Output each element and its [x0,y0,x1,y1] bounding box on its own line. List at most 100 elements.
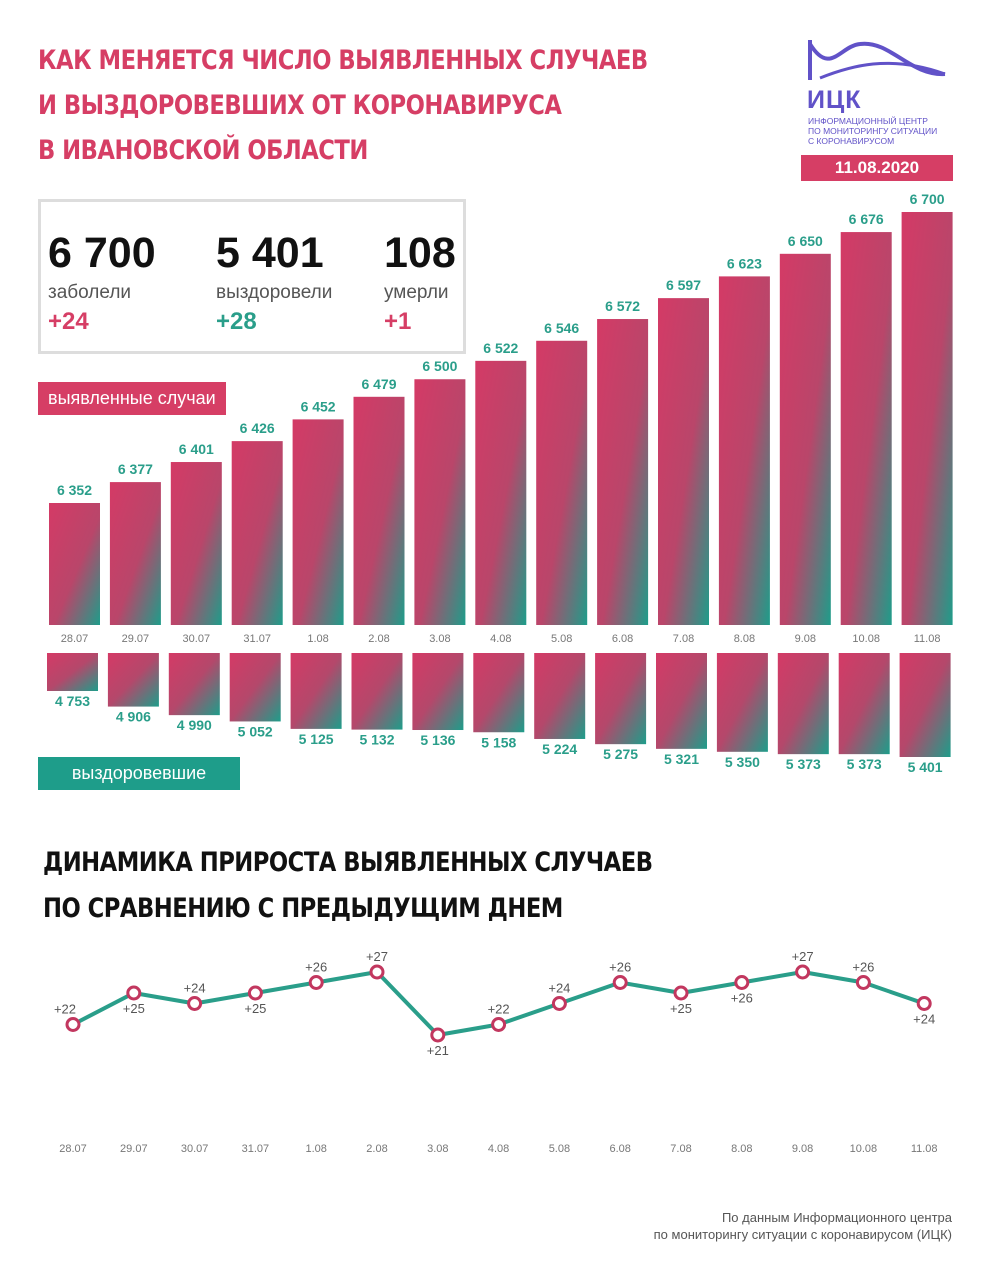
recovered-value-label: 5 132 [359,732,394,748]
recovered-value-label: 5 052 [238,723,273,739]
recovered-bar [412,653,464,731]
growth-value-label: +24 [548,981,570,996]
x-tick-label: 29.07 [120,1143,148,1155]
logo-subtitle-line-1: ИНФОРМАЦИОННЫЙ ЦЕНТР [808,116,928,126]
x-tick-label: 28.07 [61,633,89,645]
growth-point [126,985,142,1001]
recovered-bar [168,653,220,716]
cases-value-label: 6 401 [179,441,214,457]
cases-bar [597,319,649,625]
growth-value-label: +25 [123,1001,145,1016]
recovered-bar [47,653,98,691]
growth-value-label: +27 [792,949,814,964]
x-tick-label: 1.08 [307,633,328,645]
x-tick-label: 7.08 [673,633,694,645]
stat-recovered-delta: +28 [216,308,257,335]
cases-bar [536,340,588,625]
growth-point [551,996,567,1011]
x-tick-label: 11.08 [914,633,941,645]
recovered-value-label: 4 906 [116,709,151,725]
growth-point [795,964,811,980]
cases-legend-label: выявленные случаи [38,382,226,415]
recovered-value-label: 5 224 [542,741,577,757]
stat-cases-value: 6 700 [48,229,156,277]
x-tick-label: 11.08 [911,1143,938,1155]
logo-mark-icon [808,40,946,80]
source-footer: По данным Информационного центра по мони… [654,1209,952,1243]
cases-value-label: 6 650 [788,233,823,249]
stat-recovered: 5 401 выздоровели +28 [216,230,332,336]
stat-cases-label: заболели [48,282,132,303]
stat-recovered-label: выздоровели [216,282,333,303]
growth-point [187,996,203,1011]
growth-point [308,975,324,990]
logo-subtitle-line-2: ПО МОНИТОРИНГУ СИТУАЦИИ [808,126,938,136]
recovered-bar [777,653,829,755]
x-tick-label: 6.08 [612,633,633,645]
cases-value-label: 6 546 [544,320,579,336]
growth-chart-title-line-1: ДИНАМИКА ПРИРОСТА ВЫЯВЛЕННЫХ СЛУЧАЕВ [43,847,653,878]
recovered-bar [534,653,586,739]
x-tick-label: 30.07 [181,1143,209,1155]
recovered-bar [595,653,647,745]
recovered-value-label: 5 158 [481,734,516,750]
x-tick-label: 9.08 [792,1143,813,1155]
stats-panel: 6 700 заболели +24 5 401 выздоровели +28… [38,199,466,354]
x-tick-label: 31.07 [243,633,271,645]
recovered-value-label: 5 373 [786,756,821,772]
growth-point [247,985,263,1001]
growth-value-label: +27 [366,949,388,964]
recovered-bar [473,653,525,733]
growth-point [369,964,385,980]
cases-value-label: 6 623 [727,255,762,271]
cases-bar [414,379,466,625]
recovered-bar [229,653,281,722]
page-title-line-3: В ИВАНОВСКОЙ ОБЛАСТИ [38,135,368,166]
cases-bar [109,482,161,625]
recovered-bar [351,653,403,730]
cases-value-label: 6 700 [910,191,945,207]
recovered-value-label: 5 401 [908,759,943,775]
growth-point [734,975,750,990]
cases-value-label: 6 377 [118,461,153,477]
x-tick-label: 29.07 [122,633,150,645]
cases-recovered-bar-chart: 6 352 28.07 4 753 6 377 29.07 4 906 6 401 30.07… [47,191,953,775]
logo-subtitle-line-3: С КОРОНАВИРУСОМ [808,136,895,146]
stat-cases: 6 700 заболели +24 [48,230,156,336]
cases-bar [901,212,953,625]
cases-value-label: 6 676 [849,211,884,227]
recovered-bar [107,653,159,707]
cases-bar [49,503,100,625]
x-tick-label: 8.08 [731,1143,752,1155]
recovered-value-label: 5 350 [725,754,760,770]
page-title: КАК МЕНЯЕТСЯ ЧИСЛО ВЫЯВЛЕННЫХ СЛУЧАЕВ И … [38,38,648,173]
recovered-legend-label: выздоровевшие [38,757,240,790]
page-title-line-1: КАК МЕНЯЕТСЯ ЧИСЛО ВЫЯВЛЕННЫХ СЛУЧАЕВ [38,45,648,76]
cases-value-label: 6 522 [483,340,518,356]
growth-chart-title: ДИНАМИКА ПРИРОСТА ВЫЯВЛЕННЫХ СЛУЧАЕВ ПО … [43,840,653,932]
recovered-bar [290,653,342,729]
recovered-value-label: 4 753 [55,693,90,709]
x-tick-label: 5.08 [551,633,572,645]
stat-deaths-delta: +1 [384,308,412,335]
recovered-value-label: 5 373 [847,756,882,772]
stat-deaths-value: 108 [384,229,456,277]
x-tick-label: 1.08 [305,1143,326,1155]
daily-growth-line-chart: +22 28.07 +25 29.07 +24 30.07 +25 31.07 +26 1.08 +… [54,949,938,1155]
stat-recovered-value: 5 401 [216,229,324,277]
recovered-bar [716,653,768,752]
stat-deaths: 108 умерли +1 [384,230,456,336]
cases-bar [840,232,892,625]
stat-deaths-label: умерли [384,282,449,303]
x-tick-label: 28.07 [59,1143,87,1155]
date-badge: 11.08.2020 [801,155,953,181]
x-tick-label: 2.08 [366,1143,387,1155]
recovered-value-label: 5 136 [420,732,455,748]
x-tick-label: 8.08 [734,633,755,645]
recovered-value-label: 5 275 [603,746,638,762]
growth-value-label: +25 [244,1001,266,1016]
cases-value-label: 6 352 [57,482,92,498]
cases-bar [292,419,344,625]
growth-point [673,985,689,1001]
x-tick-label: 31.07 [242,1143,270,1155]
